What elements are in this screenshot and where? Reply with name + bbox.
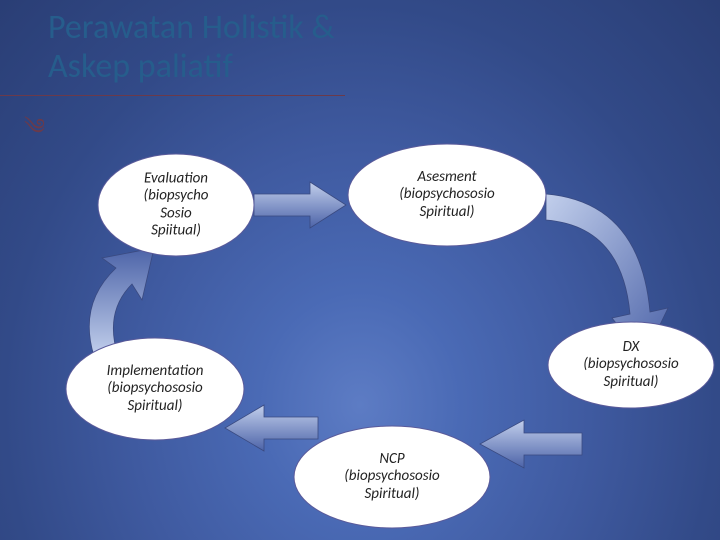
slide-title: Perawatan Holistik & Askep paliatif xyxy=(48,8,335,86)
node-ncp: NCP (biopsychososio Spiritual) xyxy=(292,424,492,530)
node-label: Evaluation (biopsycho Sosio Spiitual) xyxy=(108,171,244,240)
arrow-eval-to-asesment xyxy=(252,178,348,232)
node-label: Implementation (biopsychososio Spiritual… xyxy=(78,363,233,415)
title-line-1: Perawatan Holistik & xyxy=(48,7,335,48)
node-dx: DX (biopsychososio Spiritual) xyxy=(546,320,716,410)
node-label: DX (biopsychososio Spiritual) xyxy=(559,339,704,391)
node-label: Asesment (biopsychososio Spiritual) xyxy=(361,169,533,221)
bullet-ornament: ༄ xyxy=(24,102,45,164)
node-evaluation: Evaluation (biopsycho Sosio Spiitual) xyxy=(96,152,256,258)
arrow-dx-to-ncp xyxy=(476,416,584,472)
title-line-2: Askep paliatif xyxy=(48,46,233,87)
node-label: NCP (biopsychososio Spiritual) xyxy=(307,451,477,503)
node-asesment: Asesment (biopsychososio Spiritual) xyxy=(346,142,548,248)
title-underline xyxy=(0,95,345,96)
node-implementation: Implementation (biopsychososio Spiritual… xyxy=(64,336,246,442)
